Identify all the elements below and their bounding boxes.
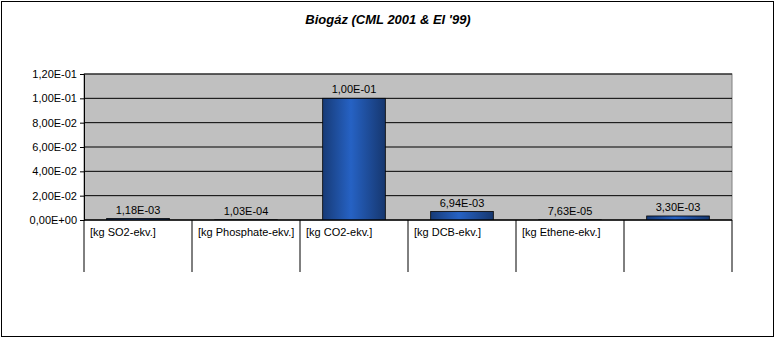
y-tick: 0,00E+00 [30,214,84,226]
category-divider [408,220,409,272]
x-tick-label: [kg Phosphate-ekv.] [198,226,294,238]
x-tick-label-line: [kg Ethene-ekv.] [522,226,601,238]
grid-line [84,220,732,221]
bar [647,216,710,220]
x-tick-label-line: [kg Phosphate-ekv.] [198,226,294,238]
grid-line [84,171,732,172]
y-tick-mark [80,123,84,124]
category-dividers [84,220,732,272]
y-tick-label: 1,20E-01 [32,68,77,80]
grid [84,74,732,220]
y-tick: 1,20E-01 [32,68,84,80]
grid-line [84,195,732,196]
plot: 0,00E+00 2,00E-02 4,00E-02 6,00E-02 8,00E-02… [30,68,732,272]
x-tick-label: [kg CO2-ekv.] [306,226,372,238]
y-tick: 6,00E-02 [32,141,84,153]
grid-line [84,147,732,148]
grid-line [84,98,732,99]
y-tick: 1,00E-01 [32,92,84,104]
y-tick: 8,00E-02 [32,117,84,129]
y-tick-mark [80,196,84,197]
data-label: 6,94E-03 [440,197,485,209]
y-tick-label: 1,00E-01 [32,92,77,104]
x-tick-label: [kg SO2-ekv.] [90,226,156,238]
bars [107,98,710,220]
grid-line [84,122,732,123]
x-tick-label-line: [kg SO2-ekv.] [90,226,156,238]
grid-line [84,74,732,75]
bar [431,212,494,220]
y-tick: 4,00E-02 [32,165,84,177]
bar [323,98,386,220]
category-divider [516,220,517,272]
x-tick-label: [kg DCB-ekv.] [414,226,481,238]
x-axis-line [84,220,732,221]
y-tick-mark [80,220,84,221]
y-tick-label: 2,00E-02 [32,190,77,202]
y-tick-label: 0,00E+00 [30,214,77,226]
data-label: 3,30E-03 [656,201,701,213]
y-tick: 2,00E-02 [32,190,84,202]
y-tick-label: 8,00E-02 [32,117,77,129]
y-axis-line [80,75,85,221]
category-divider [732,220,733,272]
chart: Biogáz (CML 2001 & EI '99) 0,00E+00 2,00E-… [0,0,776,339]
x-tick-label-line: [kg DCB-ekv.] [414,226,481,238]
category-divider [84,220,85,272]
y-tick-mark [80,98,84,99]
y-tick-mark [80,74,84,75]
data-label: 1,18E-03 [116,204,161,216]
y-tick-mark [80,171,84,172]
x-axis: [kg SO2-ekv.] [kg Phosphate-ekv.] [kg CO2-… [90,226,601,238]
data-label: 1,00E-01 [332,83,377,95]
x-tick-label-line: [kg CO2-ekv.] [306,226,372,238]
chart-frame [2,2,774,337]
data-labels: 1,18E-03 1,03E-04 1,00E-01 6,94E-03 7,63E-05… [116,83,701,217]
data-label: 1,03E-04 [224,205,269,217]
y-axis: 0,00E+00 2,00E-02 4,00E-02 6,00E-02 8,00E-02… [30,68,85,226]
y-tick-label: 6,00E-02 [32,141,77,153]
y-tick-label: 4,00E-02 [32,165,77,177]
x-tick-label: [kg Ethene-ekv.] [522,226,601,238]
category-divider [624,220,625,272]
plot-area [84,74,732,220]
category-divider [300,220,301,272]
y-tick-mark [80,147,84,148]
category-divider [192,220,193,272]
data-label: 7,63E-05 [548,205,593,217]
chart-title: Biogáz (CML 2001 & EI '99) [305,12,470,27]
